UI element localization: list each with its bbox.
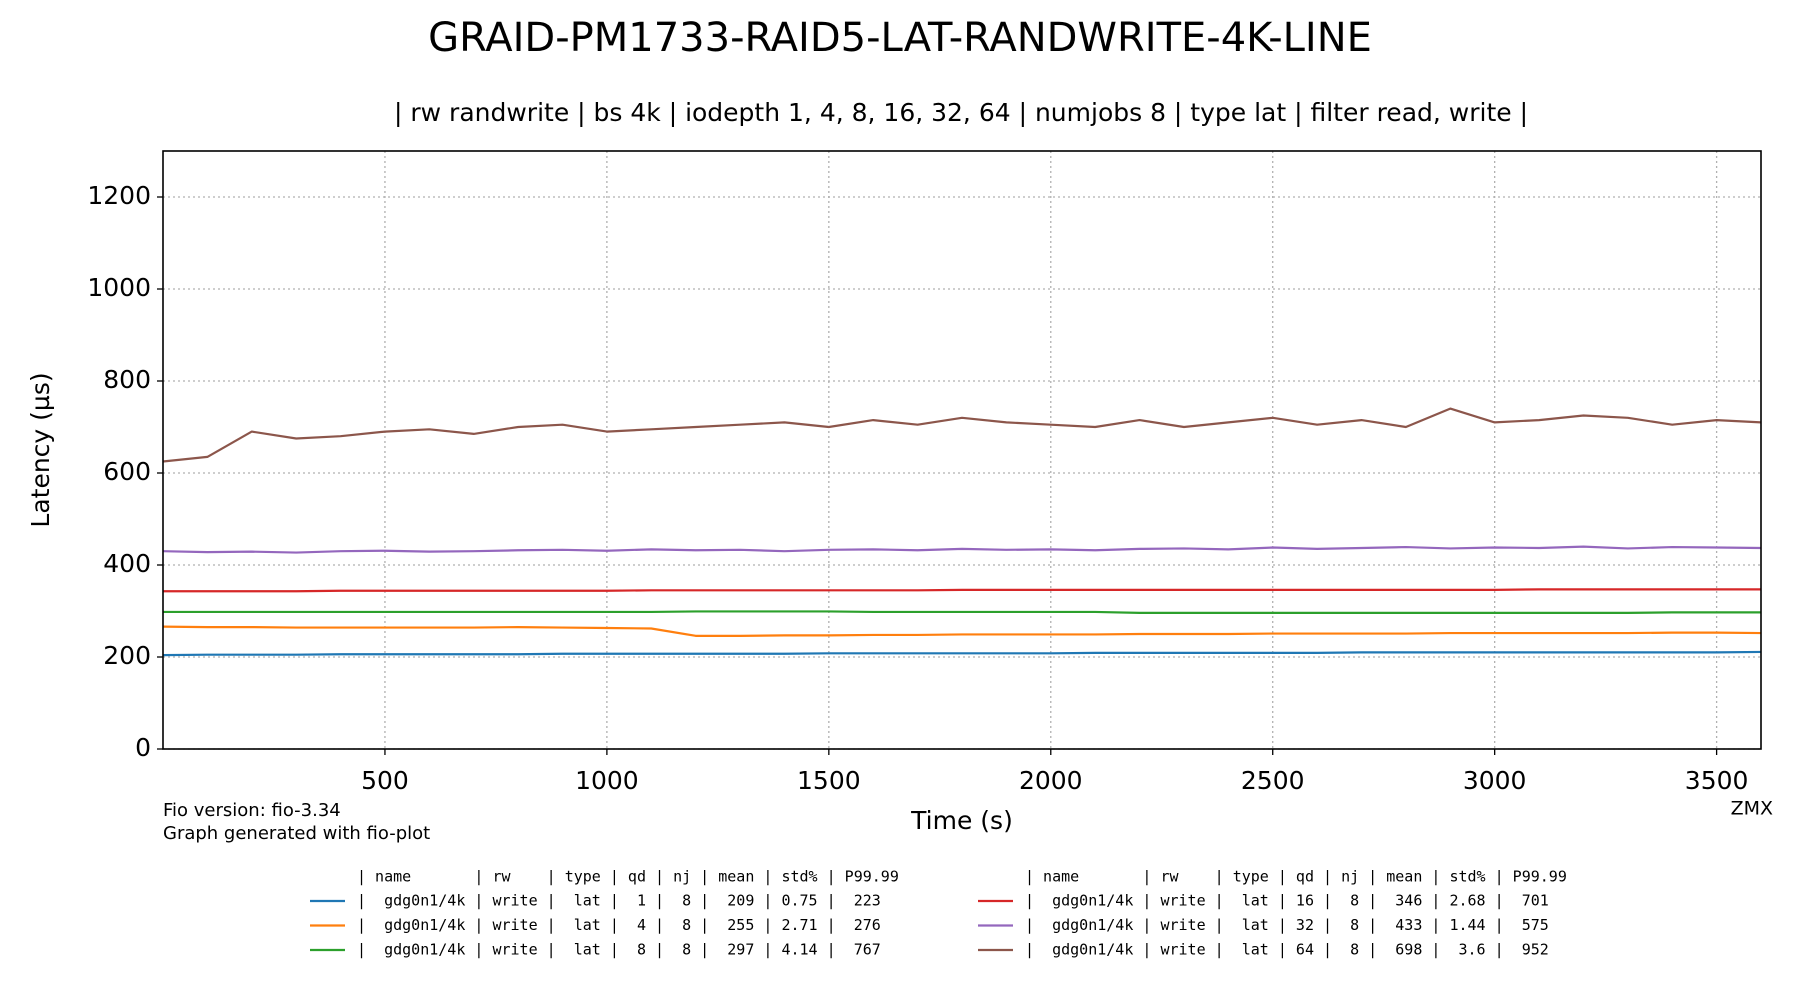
legend-header: | name | rw | type | qd | nj | mean | st… [357, 868, 899, 886]
series-line [163, 610, 1761, 614]
legend-label: | gdg0n1/4k | write | lat | 8 | 8 | 297 … [357, 941, 881, 959]
series-line [163, 588, 1761, 593]
series-line [162, 650, 1762, 657]
y-tick-label: 400 [103, 549, 151, 578]
plot-frame [162, 150, 1762, 750]
series-line [162, 625, 1762, 637]
legend-label: | gdg0n1/4k | write | lat | 4 | 8 | 255 … [357, 916, 881, 934]
x-tick-label: 500 [361, 766, 409, 795]
legend-label: | gdg0n1/4k | write | lat | 1 | 8 | 209 … [357, 892, 881, 910]
x-axis-label: Time (s) [910, 806, 1013, 835]
legend-label: | gdg0n1/4k | write | lat | 32 | 8 | 433… [1025, 916, 1549, 934]
x-tick-label: 3500 [1685, 766, 1749, 795]
x-tick-label: 1500 [797, 766, 861, 795]
chart-subtitle: | rw randwrite | bs 4k | iodepth 1, 4, 8… [394, 98, 1528, 127]
x-tick-label: 2500 [1241, 766, 1305, 795]
legend-header: | name | rw | type | qd | nj | mean | st… [1025, 868, 1567, 886]
y-axis-label: Latency (µs) [26, 372, 55, 527]
note: Graph generated with fio-plot [163, 823, 430, 844]
y-tick-label: 1000 [87, 273, 151, 302]
chart-title: GRAID-PM1733-RAID5-LAT-RANDWRITE-4K-LINE [428, 15, 1372, 61]
y-tick-label: 800 [103, 365, 151, 394]
series-line [162, 407, 1762, 463]
corner-label: ZMX [1731, 798, 1773, 820]
y-tick-label: 600 [103, 457, 151, 486]
y-tick-label: 1200 [87, 181, 151, 210]
x-tick-label: 3000 [1463, 766, 1527, 795]
y-tick-label: 200 [103, 641, 151, 670]
series-line [162, 545, 1762, 554]
x-tick-label: 1000 [575, 766, 639, 795]
legend-label: | gdg0n1/4k | write | lat | 16 | 8 | 346… [1025, 892, 1549, 910]
y-tick-label: 0 [135, 733, 151, 762]
note: Fio version: fio-3.34 [163, 800, 341, 821]
legend-label: | gdg0n1/4k | write | lat | 64 | 8 | 698… [1025, 941, 1549, 959]
x-tick-label: 2000 [1019, 766, 1083, 795]
